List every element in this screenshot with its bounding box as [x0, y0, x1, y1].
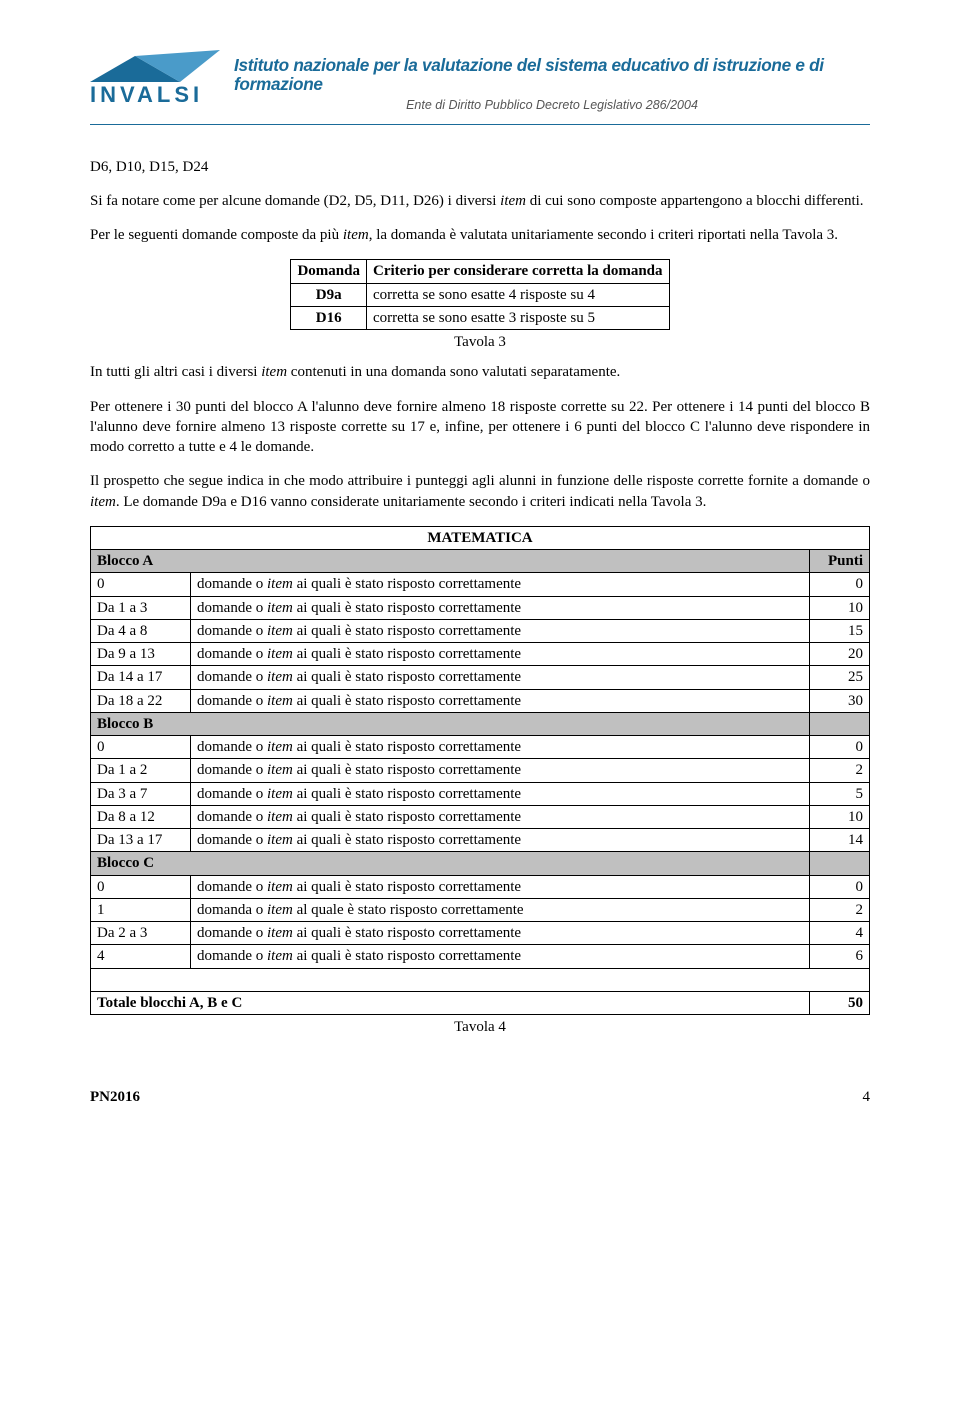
points-cell: 10 [810, 596, 870, 619]
footer-code: PN2016 [90, 1087, 140, 1107]
criteria-table-header: Criterio per considerare corretta la dom… [366, 260, 669, 283]
punti-header [810, 852, 870, 875]
table-caption: Tavola 4 [90, 1017, 870, 1037]
item-em: item [500, 193, 526, 209]
page-number: 4 [863, 1087, 871, 1107]
header-subtitle: Ente di Diritto Pubblico Decreto Legisla… [234, 97, 870, 114]
desc-cell: domande o item ai quali è stato risposto… [191, 596, 810, 619]
text: . Le domande D9a e D16 vanno considerate… [116, 494, 707, 510]
text: In tutti gli altri casi i diversi [90, 364, 261, 380]
criteria-text: corretta se sono esatte 3 risposte su 5 [366, 306, 669, 329]
page-footer: PN2016 4 [90, 1087, 870, 1107]
criteria-code: D9a [291, 283, 367, 306]
blank-row [91, 968, 870, 991]
total-label: Totale blocchi A, B e C [91, 991, 810, 1014]
points-cell: 10 [810, 805, 870, 828]
desc-cell: domande o item ai quali è stato risposto… [191, 805, 810, 828]
range-cell: Da 2 a 3 [91, 922, 191, 945]
text: Si fa notare come per alcune domande (D2… [90, 193, 500, 209]
range-cell: 0 [91, 875, 191, 898]
desc-cell: domande o item ai quali è stato risposto… [191, 829, 810, 852]
range-cell: Da 14 a 17 [91, 666, 191, 689]
header-title: Istituto nazionale per la valutazione de… [234, 56, 870, 94]
range-cell: Da 18 a 22 [91, 689, 191, 712]
desc-cell: domande o item ai quali è stato risposto… [191, 666, 810, 689]
range-cell: Da 3 a 7 [91, 782, 191, 805]
table-caption: Tavola 3 [90, 332, 870, 352]
logo: INVALSI [90, 50, 220, 110]
document-header: INVALSI Istituto nazionale per la valuta… [90, 50, 870, 125]
desc-cell: domande o item ai quali è stato risposto… [191, 875, 810, 898]
section-label: Blocco B [91, 712, 810, 735]
desc-cell: domanda o item al quale è stato risposto… [191, 898, 810, 921]
range-cell: 4 [91, 945, 191, 968]
points-cell: 20 [810, 643, 870, 666]
paragraph-criteria-intro: Per le seguenti domande composte da più … [90, 225, 870, 245]
range-cell: Da 1 a 3 [91, 596, 191, 619]
text: contenuti in una domanda sono valutati s… [287, 364, 620, 380]
punti-header: Punti [810, 550, 870, 573]
range-cell: Da 8 a 12 [91, 805, 191, 828]
section-label: Blocco A [91, 550, 810, 573]
criteria-table-header: Domanda [291, 260, 367, 283]
item-em: item [261, 364, 287, 380]
text: di cui sono composte appartengono a bloc… [526, 193, 864, 209]
item-em: item [343, 227, 369, 243]
desc-cell: domande o item ai quali è stato risposto… [191, 573, 810, 596]
range-cell: Da 13 a 17 [91, 829, 191, 852]
desc-cell: domande o item ai quali è stato risposto… [191, 689, 810, 712]
scoring-table: MATEMATICA Blocco APunti0domande o item … [90, 526, 870, 1015]
desc-cell: domande o item ai quali è stato risposto… [191, 736, 810, 759]
logo-text: INVALSI [90, 80, 203, 110]
criteria-text: corretta se sono esatte 4 risposte su 4 [366, 283, 669, 306]
points-cell: 30 [810, 689, 870, 712]
points-cell: 14 [810, 829, 870, 852]
points-cell: 25 [810, 666, 870, 689]
total-points: 50 [810, 991, 870, 1014]
range-cell: Da 9 a 13 [91, 643, 191, 666]
desc-cell: domande o item ai quali è stato risposto… [191, 759, 810, 782]
range-cell: Da 1 a 2 [91, 759, 191, 782]
range-cell: Da 4 a 8 [91, 619, 191, 642]
desc-cell: domande o item ai quali è stato risposto… [191, 782, 810, 805]
text: , la domanda è valutata unitariamente se… [369, 227, 838, 243]
codes-line: D6, D10, D15, D24 [90, 157, 870, 177]
range-cell: 1 [91, 898, 191, 921]
range-cell: 0 [91, 573, 191, 596]
points-cell: 0 [810, 875, 870, 898]
item-em: item [90, 494, 116, 510]
points-cell: 6 [810, 945, 870, 968]
points-cell: 0 [810, 736, 870, 759]
points-cell: 5 [810, 782, 870, 805]
points-cell: 15 [810, 619, 870, 642]
desc-cell: domande o item ai quali è stato risposto… [191, 922, 810, 945]
desc-cell: domande o item ai quali è stato risposto… [191, 619, 810, 642]
range-cell: 0 [91, 736, 191, 759]
text: Il prospetto che segue indica in che mod… [90, 473, 870, 489]
section-label: Blocco C [91, 852, 810, 875]
text: Per le seguenti domande composte da più [90, 227, 343, 243]
points-cell: 2 [810, 898, 870, 921]
paragraph-prospect: Il prospetto che segue indica in che mod… [90, 471, 870, 512]
scoring-table-title: MATEMATICA [91, 526, 870, 549]
criteria-table: Domanda Criterio per considerare corrett… [290, 259, 669, 330]
points-cell: 4 [810, 922, 870, 945]
points-cell: 2 [810, 759, 870, 782]
paragraph-scoring: Per ottenere i 30 punti del blocco A l'a… [90, 397, 870, 458]
paragraph-note: Si fa notare come per alcune domande (D2… [90, 191, 870, 211]
punti-header [810, 712, 870, 735]
points-cell: 0 [810, 573, 870, 596]
criteria-code: D16 [291, 306, 367, 329]
desc-cell: domande o item ai quali è stato risposto… [191, 643, 810, 666]
desc-cell: domande o item ai quali è stato risposto… [191, 945, 810, 968]
paragraph-other-cases: In tutti gli altri casi i diversi item c… [90, 362, 870, 382]
